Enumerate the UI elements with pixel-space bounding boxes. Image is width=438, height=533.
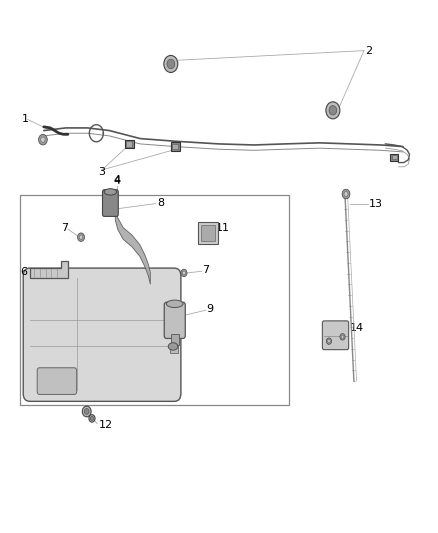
Circle shape [344, 191, 348, 197]
Circle shape [84, 408, 89, 415]
Circle shape [340, 334, 345, 340]
Text: 11: 11 [215, 223, 230, 233]
Text: 7: 7 [202, 265, 209, 275]
Bar [172, 144, 178, 149]
Text: 2: 2 [365, 46, 372, 55]
Text: 13: 13 [369, 199, 383, 208]
Circle shape [90, 416, 94, 421]
Circle shape [39, 134, 47, 145]
Ellipse shape [168, 343, 178, 350]
Circle shape [326, 338, 332, 344]
Bar [170, 345, 178, 353]
Text: 1: 1 [22, 115, 29, 124]
Text: 14: 14 [350, 323, 364, 333]
Circle shape [342, 189, 350, 199]
Circle shape [89, 415, 95, 422]
Text: 4: 4 [114, 175, 121, 185]
Polygon shape [30, 261, 68, 278]
Bar [198, 222, 218, 244]
Bar [201, 225, 215, 241]
Bar [390, 154, 398, 161]
Text: 3: 3 [98, 167, 105, 176]
Bar [126, 141, 132, 147]
Text: 9: 9 [207, 304, 214, 314]
Ellipse shape [166, 300, 183, 308]
Circle shape [182, 271, 185, 275]
Text: 7: 7 [61, 223, 68, 233]
Circle shape [326, 102, 340, 119]
Bar [171, 334, 179, 345]
Circle shape [164, 55, 178, 72]
Circle shape [181, 269, 187, 277]
FancyBboxPatch shape [102, 190, 118, 216]
Circle shape [329, 106, 337, 115]
Bar [20, 195, 289, 405]
FancyBboxPatch shape [164, 302, 185, 338]
Bar [125, 140, 134, 148]
FancyBboxPatch shape [37, 368, 77, 394]
Text: 8: 8 [157, 198, 164, 207]
Circle shape [78, 233, 85, 241]
Text: 10: 10 [167, 328, 181, 338]
Ellipse shape [104, 189, 117, 195]
Bar [171, 142, 180, 151]
FancyBboxPatch shape [322, 321, 349, 350]
Circle shape [328, 340, 330, 343]
Circle shape [167, 59, 175, 69]
Circle shape [79, 235, 83, 239]
Bar [392, 155, 397, 159]
Text: 6: 6 [21, 267, 28, 277]
Circle shape [41, 137, 45, 142]
Circle shape [82, 406, 91, 417]
Text: 4: 4 [114, 176, 121, 186]
FancyBboxPatch shape [23, 268, 181, 401]
Text: 12: 12 [99, 420, 113, 430]
Circle shape [341, 335, 344, 338]
